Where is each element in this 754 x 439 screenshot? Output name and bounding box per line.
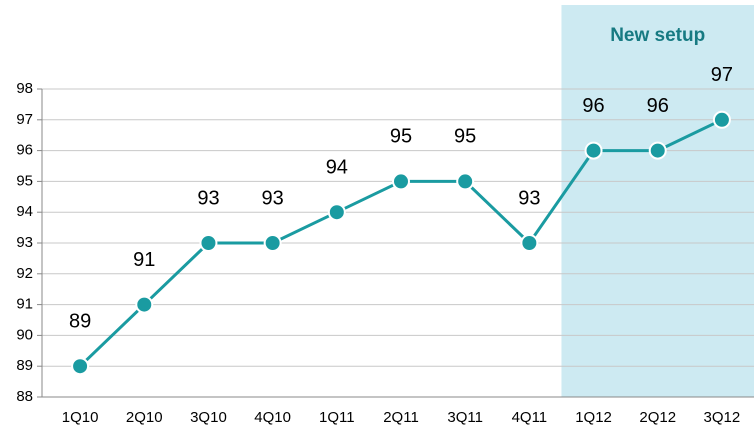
data-label: 96 [647,95,669,117]
y-tick-label: 88 [16,388,33,405]
marker [648,141,667,160]
marker [456,172,475,191]
marker [263,234,282,252]
x-tick-label: 2Q11 [383,409,419,426]
x-tick-label: 1Q12 [575,409,612,426]
data-label: 96 [582,95,604,117]
marker [327,203,346,222]
y-tick-label: 90 [16,326,33,343]
highlight-region [561,5,754,397]
data-label: 97 [711,64,733,86]
x-tick-label: 1Q10 [62,409,99,426]
x-tick-label: 3Q11 [447,409,483,426]
marker [712,110,731,129]
highlight-label: New setup [610,25,705,46]
x-tick-label: 3Q10 [190,409,227,426]
x-tick-label: 1Q11 [319,409,355,426]
data-label: 94 [326,156,348,178]
y-tick-label: 95 [16,172,33,189]
y-tick-label: 91 [16,296,33,313]
y-tick-label: 93 [16,234,33,251]
marker [584,141,603,160]
data-label: 95 [454,126,476,148]
data-label: 93 [518,187,540,209]
marker [520,234,539,252]
data-label: 89 [69,310,91,332]
y-tick-label: 96 [16,142,33,159]
data-label: 95 [390,126,412,148]
marker [199,234,218,252]
y-tick-label: 89 [16,357,33,374]
x-tick-label: 2Q10 [126,409,163,426]
y-tick-label: 98 [16,80,33,97]
y-tick-label: 94 [16,203,33,220]
x-tick-label: 2Q12 [639,409,676,426]
y-tick-label: 97 [16,111,33,128]
data-label: 93 [262,187,284,209]
y-tick-label: 92 [16,265,33,282]
x-tick-label: 4Q10 [254,409,291,426]
marker [71,357,90,376]
marker [135,295,154,314]
x-tick-label: 4Q11 [512,409,548,426]
marker [392,172,410,191]
data-label: 93 [197,187,219,209]
x-tick-label: 3Q12 [704,409,741,426]
data-label: 91 [133,249,155,271]
